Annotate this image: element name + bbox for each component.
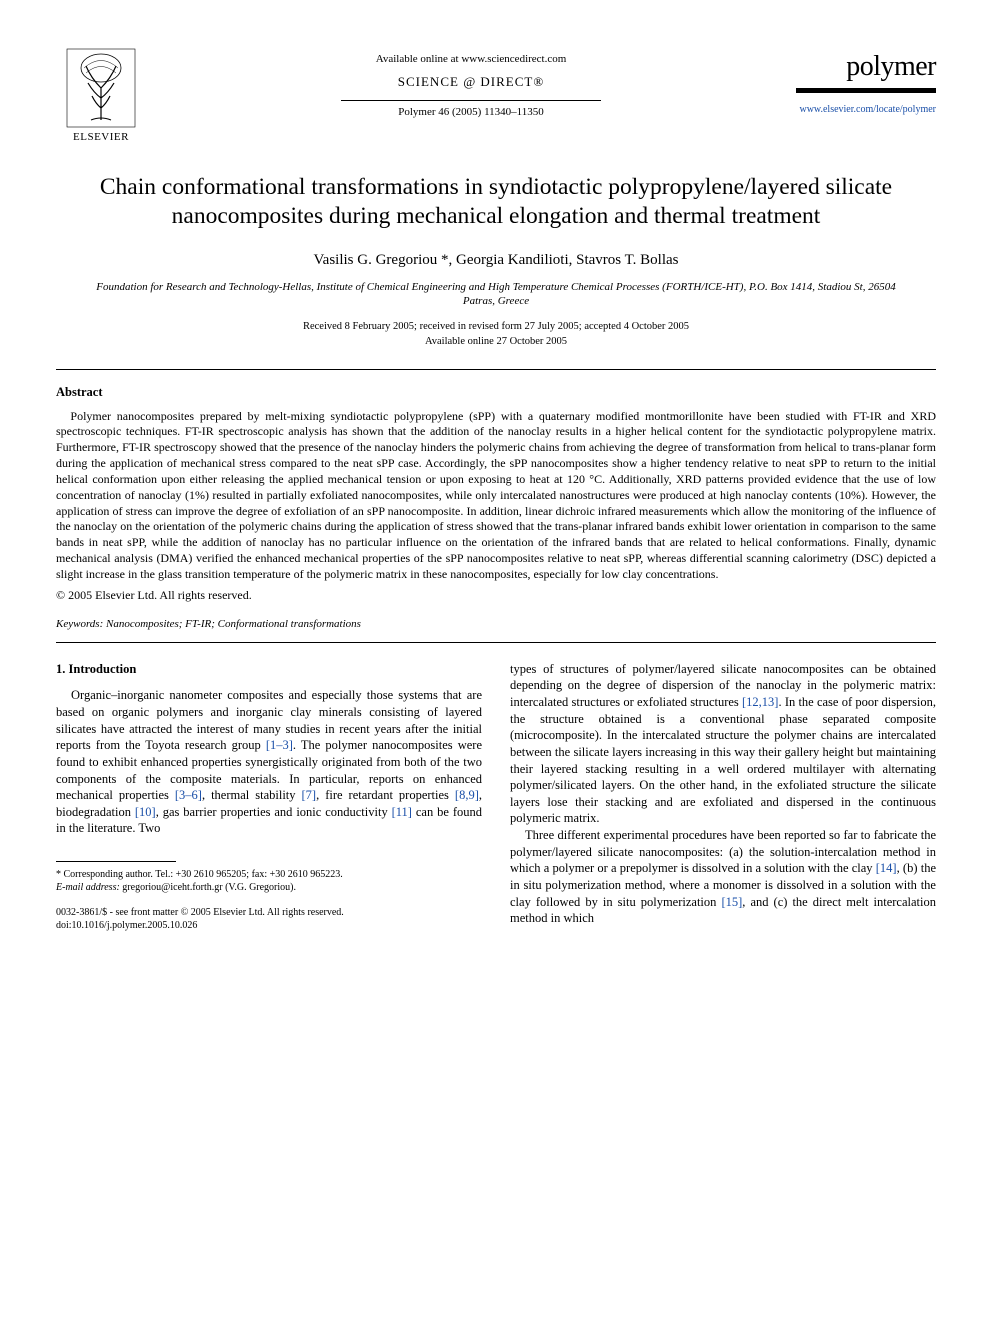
- text-fragment: Three different experimental procedures …: [510, 828, 936, 875]
- right-column: types of structures of polymer/layered s…: [510, 661, 936, 932]
- abstract-body: Polymer nanocomposites prepared by melt-…: [56, 409, 936, 583]
- ref-link-11[interactable]: [11]: [392, 805, 412, 819]
- keywords-line: Keywords: Nanocomposites; FT-IR; Conform…: [56, 617, 936, 632]
- corresponding-author: * Corresponding author. Tel.: +30 2610 9…: [56, 868, 482, 881]
- keywords-text: Nanocomposites; FT-IR; Conformational tr…: [103, 618, 361, 630]
- body-columns: 1. Introduction Organic–inorganic nanome…: [56, 661, 936, 932]
- ref-link-12-13[interactable]: [12,13]: [742, 695, 778, 709]
- authors-line: Vasilis G. Gregoriou *, Georgia Kandilio…: [56, 250, 936, 270]
- journal-underline-bar: [796, 88, 936, 93]
- email-label: E-mail address:: [56, 882, 120, 893]
- journal-name: polymer: [796, 48, 936, 86]
- text-fragment: , thermal stability: [202, 788, 302, 802]
- abstract-copyright: © 2005 Elsevier Ltd. All rights reserved…: [56, 587, 936, 603]
- journal-url-link[interactable]: www.elsevier.com/locate/polymer: [799, 104, 936, 115]
- intro-paragraph-1-cont: types of structures of polymer/layered s…: [510, 661, 936, 827]
- ref-link-1-3[interactable]: [1–3]: [266, 738, 293, 752]
- text-fragment: , fire retardant properties: [316, 788, 455, 802]
- center-header: Available online at www.sciencedirect.co…: [146, 48, 796, 120]
- text-fragment: , gas barrier properties and ionic condu…: [156, 805, 392, 819]
- email-line: E-mail address: gregoriou@iceht.forth.gr…: [56, 881, 482, 894]
- abstract-heading: Abstract: [56, 384, 936, 401]
- article-title: Chain conformational transformations in …: [76, 173, 916, 232]
- page-header: ELSEVIER Available online at www.science…: [56, 48, 936, 145]
- doi-line: doi:10.1016/j.polymer.2005.10.026: [56, 919, 482, 932]
- received-line: Received 8 February 2005; received in re…: [56, 320, 936, 334]
- front-matter-line: 0032-3861/$ - see front matter © 2005 El…: [56, 906, 482, 919]
- sciencedirect-logo: SCIENCE @ DIRECT®: [146, 73, 796, 91]
- header-rule: [341, 100, 601, 101]
- journal-logo-block: polymer www.elsevier.com/locate/polymer: [796, 48, 936, 116]
- publisher-logo-block: ELSEVIER: [56, 48, 146, 145]
- available-line: Available online 27 October 2005: [56, 335, 936, 349]
- intro-paragraph-2: Three different experimental procedures …: [510, 827, 936, 927]
- ref-link-10[interactable]: [10]: [135, 805, 156, 819]
- ref-link-7[interactable]: [7]: [302, 788, 317, 802]
- abstract-paragraph: Polymer nanocomposites prepared by melt-…: [56, 409, 936, 583]
- sd-left: SCIENCE: [398, 74, 459, 89]
- ref-link-15[interactable]: [15]: [721, 895, 742, 909]
- ref-link-8-9[interactable]: [8,9]: [455, 788, 479, 802]
- sd-at-icon: @: [463, 74, 476, 89]
- available-online-text: Available online at www.sciencedirect.co…: [146, 52, 796, 67]
- elsevier-label: ELSEVIER: [56, 130, 146, 145]
- text-fragment: . In the case of poor dispersion, the st…: [510, 695, 936, 825]
- footnotes: * Corresponding author. Tel.: +30 2610 9…: [56, 868, 482, 894]
- abstract-bottom-rule: [56, 642, 936, 643]
- intro-paragraph-1: Organic–inorganic nanometer composites a…: [56, 687, 482, 837]
- abstract-top-rule: [56, 369, 936, 370]
- email-value: gregoriou@iceht.forth.gr (V.G. Gregoriou…: [120, 882, 296, 893]
- footer-meta: 0032-3861/$ - see front matter © 2005 El…: [56, 906, 482, 932]
- footnote-rule: [56, 861, 176, 862]
- affiliation: Foundation for Research and Technology-H…: [96, 280, 896, 309]
- ref-link-14[interactable]: [14]: [876, 861, 897, 875]
- elsevier-tree-icon: [66, 48, 136, 128]
- ref-link-3-6[interactable]: [3–6]: [175, 788, 202, 802]
- article-dates: Received 8 February 2005; received in re…: [56, 320, 936, 348]
- sd-right: DIRECT®: [480, 74, 544, 89]
- left-column: 1. Introduction Organic–inorganic nanome…: [56, 661, 482, 932]
- keywords-label: Keywords:: [56, 618, 103, 630]
- intro-heading: 1. Introduction: [56, 661, 482, 678]
- journal-citation: Polymer 46 (2005) 11340–11350: [146, 105, 796, 120]
